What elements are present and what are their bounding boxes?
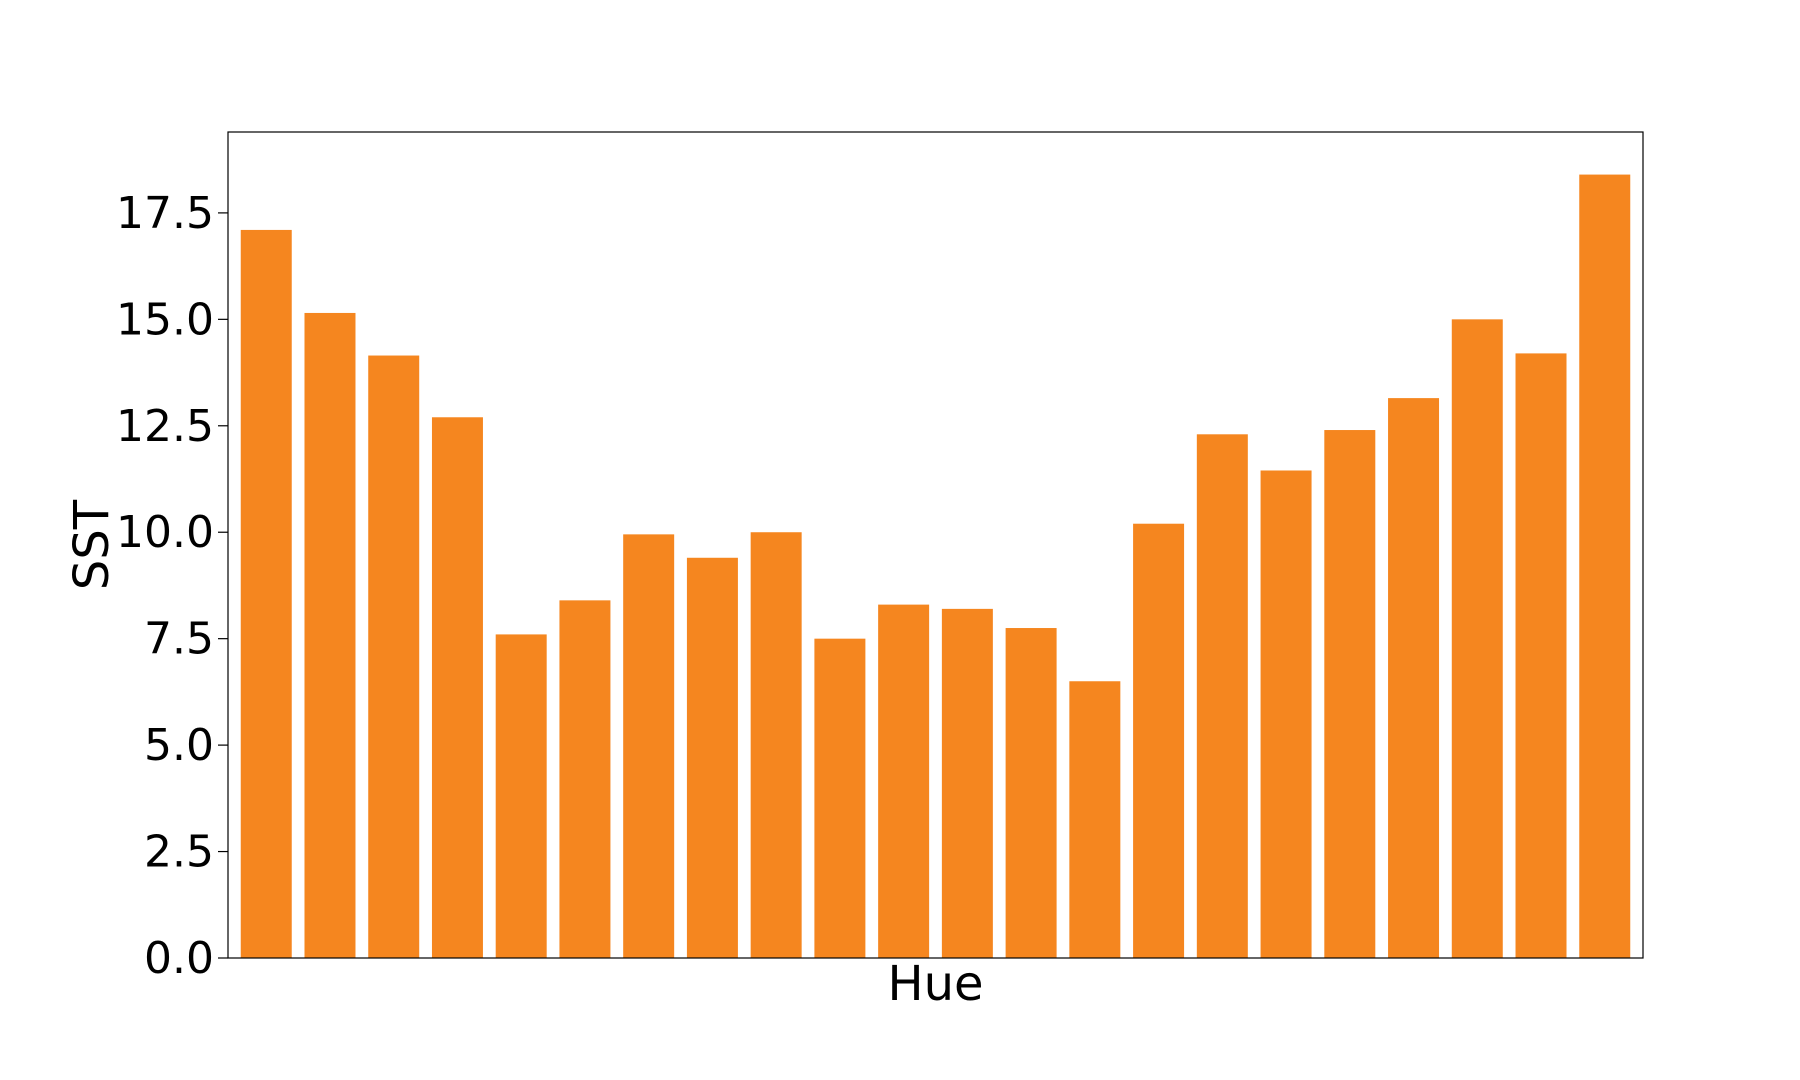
bar — [814, 638, 866, 958]
bar — [1133, 523, 1185, 958]
y-tick-label: 17.5 — [116, 188, 214, 239]
x-axis-label: Hue — [887, 956, 983, 1012]
bar — [240, 229, 292, 958]
bar — [1451, 319, 1503, 959]
bar — [304, 312, 356, 958]
y-tick-label: 10.0 — [116, 507, 214, 558]
bar — [750, 532, 802, 958]
y-tick-label: 7.5 — [144, 614, 214, 665]
bar — [368, 355, 420, 958]
bar — [559, 600, 611, 958]
y-tick-label: 2.5 — [144, 827, 214, 878]
y-axis-ticks: 0.0 2.5 5.0 7.5 10.0 12.5 15.0 17.5 — [116, 188, 228, 984]
y-axis-label: SST — [64, 499, 120, 590]
bar — [1388, 398, 1440, 958]
bar — [686, 557, 738, 958]
y-tick-label: 5.0 — [144, 720, 214, 771]
bar — [1260, 470, 1312, 958]
bar — [495, 634, 547, 958]
bar — [1005, 628, 1057, 958]
bar — [1579, 174, 1631, 958]
bar — [941, 608, 993, 958]
y-tick-label: 0.0 — [144, 933, 214, 984]
y-tick-label: 15.0 — [116, 294, 214, 345]
y-tick-label: 12.5 — [116, 401, 214, 452]
bar — [1324, 430, 1376, 958]
bar — [1069, 681, 1121, 958]
bar — [1196, 434, 1248, 958]
bar — [878, 604, 930, 958]
plot-frame — [227, 131, 1644, 959]
bar — [431, 417, 483, 958]
bar — [1515, 353, 1567, 958]
bars-layer — [240, 174, 1631, 959]
bar — [623, 534, 675, 958]
